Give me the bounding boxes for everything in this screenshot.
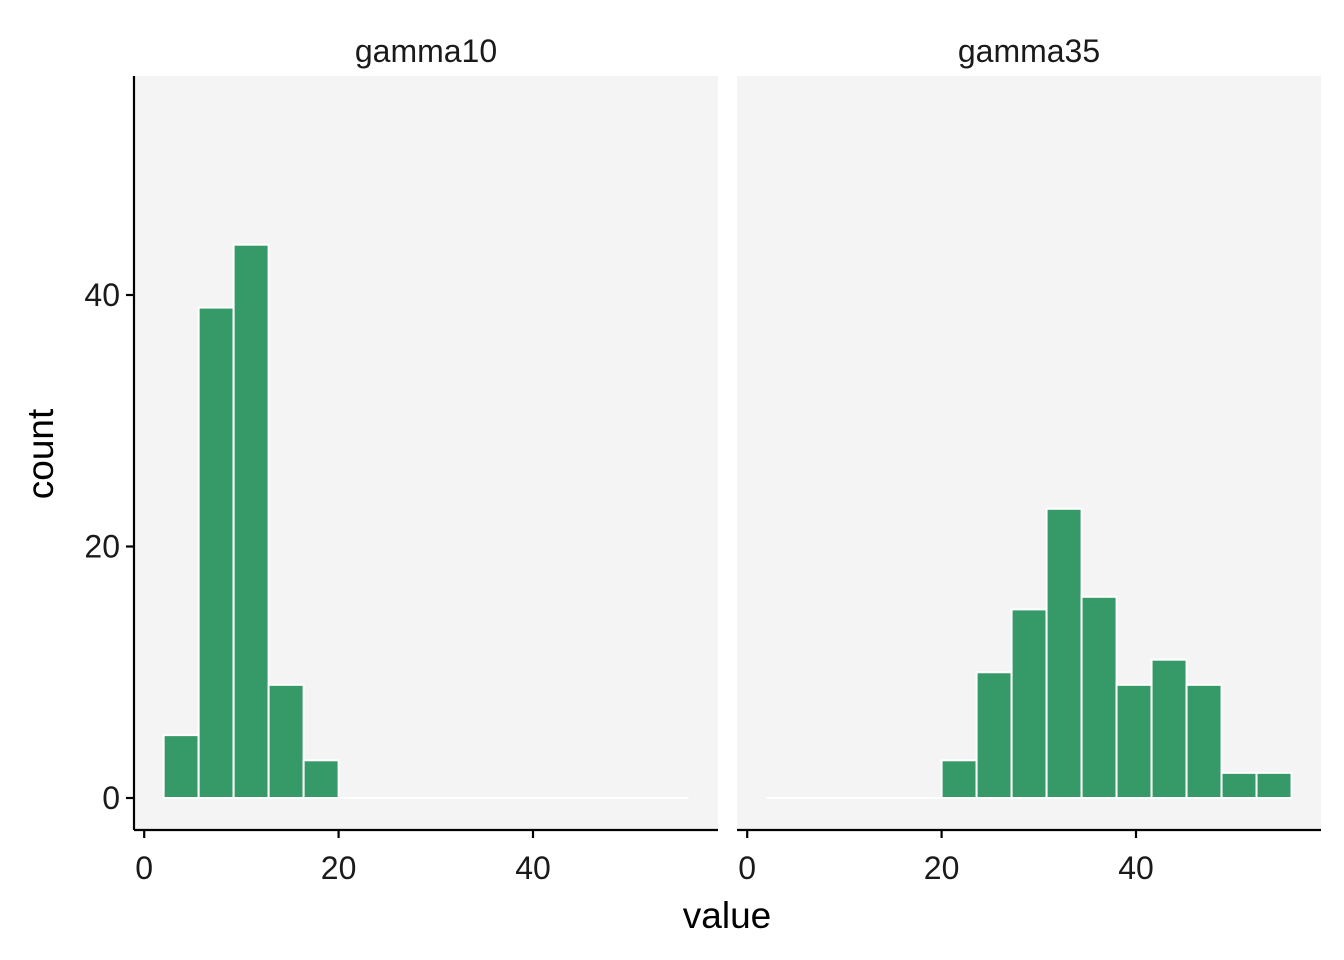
histogram-bar [197, 306, 235, 799]
histogram-bar [1010, 608, 1048, 799]
histogram-bar [302, 759, 340, 800]
x-tick-label: 20 [924, 850, 960, 886]
facet-panel-gamma10: gamma10 0 20 40 0 20 40 [84, 33, 718, 886]
facet-panel-gamma35: gamma35 0 20 40 [737, 33, 1321, 886]
histogram-bar [267, 683, 305, 800]
histogram-bar [1220, 771, 1258, 799]
x-tick-label: 0 [135, 850, 153, 886]
facet-panels: gamma10 0 20 40 0 20 40 gamma35 0 20 40 [84, 33, 1321, 886]
histogram-bar [975, 671, 1013, 799]
histogram-bar [1150, 658, 1188, 799]
histogram-bar [1255, 771, 1293, 799]
histogram-bar [162, 734, 200, 799]
x-tick-label: 20 [321, 850, 357, 886]
x-axis-title: value [683, 895, 771, 936]
histogram-bar [940, 759, 978, 800]
x-tick-label: 0 [738, 850, 756, 886]
y-tick-label: 40 [84, 277, 120, 313]
y-axis-title: count [20, 408, 61, 499]
x-tick-label: 40 [1118, 850, 1154, 886]
facet-strip-label: gamma35 [958, 33, 1100, 69]
histogram-bar [1080, 595, 1118, 799]
facet-strip-label: gamma10 [355, 33, 497, 69]
histogram-bar [1185, 683, 1223, 800]
x-tick-label: 40 [515, 850, 551, 886]
y-tick-label: 20 [84, 529, 120, 565]
histogram-bar [1045, 507, 1083, 799]
histogram-bar [1115, 683, 1153, 800]
y-tick-label: 0 [102, 780, 120, 816]
histogram-bar [232, 243, 270, 799]
